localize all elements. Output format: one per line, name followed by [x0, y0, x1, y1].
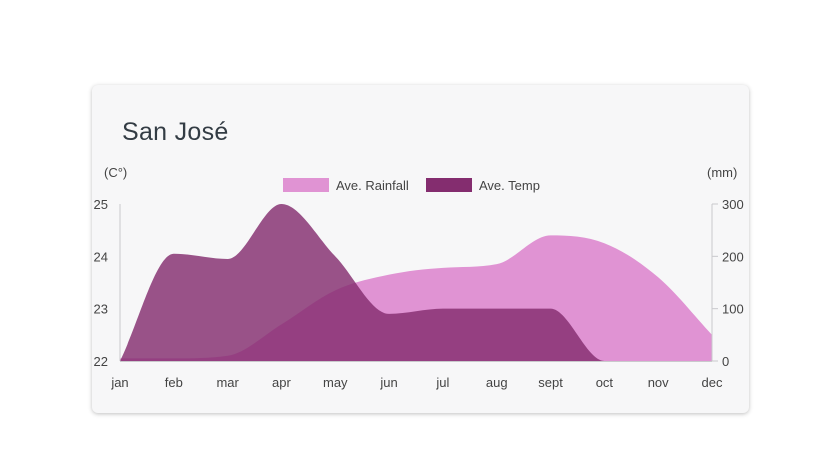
y-left-tick-label: 25: [94, 197, 108, 212]
x-tick-label: nov: [648, 375, 669, 390]
y-left-tick-label: 24: [94, 249, 108, 264]
x-tick-label: dec: [702, 375, 723, 390]
y-right-tick-label: 200: [722, 249, 744, 264]
y-left-tick-label: 23: [94, 302, 108, 317]
x-tick-label: mar: [216, 375, 239, 390]
y-right-tick-label: 300: [722, 197, 744, 212]
legend-swatch: [283, 178, 329, 192]
x-tick-label: jun: [379, 375, 397, 390]
y-right-unit-label: (mm): [707, 165, 737, 180]
legend-label: Ave. Temp: [479, 178, 540, 193]
y-right-tick-label: 100: [722, 302, 744, 317]
x-tick-label: aug: [486, 375, 508, 390]
legend-item[interactable]: Ave. Rainfall: [283, 178, 409, 193]
chart-title: San José: [122, 118, 229, 146]
y-left-tick-label: 22: [94, 354, 108, 369]
legend-label: Ave. Rainfall: [336, 178, 409, 193]
legend-item[interactable]: Ave. Temp: [426, 178, 540, 193]
x-tick-label: jul: [435, 375, 449, 390]
area-series-temp: [120, 204, 712, 361]
x-tick-label: apr: [272, 375, 291, 390]
x-tick-label: sept: [538, 375, 563, 390]
y-right-tick-label: 0: [722, 354, 729, 369]
x-tick-label: feb: [165, 375, 183, 390]
x-tick-label: may: [323, 375, 348, 390]
x-tick-label: oct: [596, 375, 614, 390]
x-tick-label: jan: [110, 375, 128, 390]
legend-swatch: [426, 178, 472, 192]
y-left-unit-label: (C°): [104, 165, 127, 180]
